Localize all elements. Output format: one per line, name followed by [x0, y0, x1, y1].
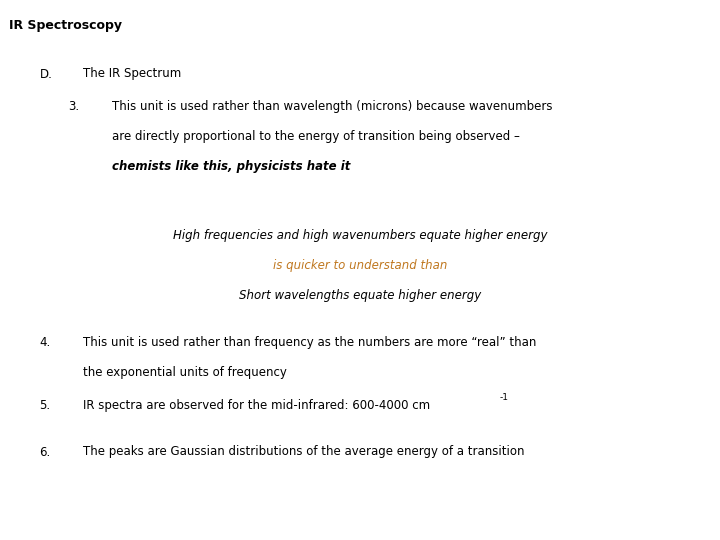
Text: 3.: 3. — [68, 100, 79, 113]
Text: This unit is used rather than wavelength (microns) because wavenumbers: This unit is used rather than wavelength… — [112, 100, 552, 113]
Text: are directly proportional to the energy of transition being observed –: are directly proportional to the energy … — [112, 130, 519, 143]
Text: the exponential units of frequency: the exponential units of frequency — [83, 366, 287, 379]
Text: IR Spectroscopy: IR Spectroscopy — [9, 19, 122, 32]
Text: 5.: 5. — [40, 399, 50, 411]
Text: The peaks are Gaussian distributions of the average energy of a transition: The peaks are Gaussian distributions of … — [83, 446, 524, 458]
Text: High frequencies and high wavenumbers equate higher energy: High frequencies and high wavenumbers eq… — [173, 230, 547, 242]
Text: IR spectra are observed for the mid-infrared: 600-4000 cm: IR spectra are observed for the mid-infr… — [83, 399, 430, 411]
Text: chemists like this, physicists hate it: chemists like this, physicists hate it — [112, 160, 350, 173]
Text: -1: -1 — [500, 393, 508, 402]
Text: is quicker to understand than: is quicker to understand than — [273, 259, 447, 272]
Text: 4.: 4. — [40, 336, 51, 349]
Text: This unit is used rather than frequency as the numbers are more “real” than: This unit is used rather than frequency … — [83, 336, 536, 349]
Text: D.: D. — [40, 68, 53, 80]
Text: Short wavelengths equate higher energy: Short wavelengths equate higher energy — [239, 289, 481, 302]
Text: 6.: 6. — [40, 446, 51, 458]
Text: The IR Spectrum: The IR Spectrum — [83, 68, 181, 80]
